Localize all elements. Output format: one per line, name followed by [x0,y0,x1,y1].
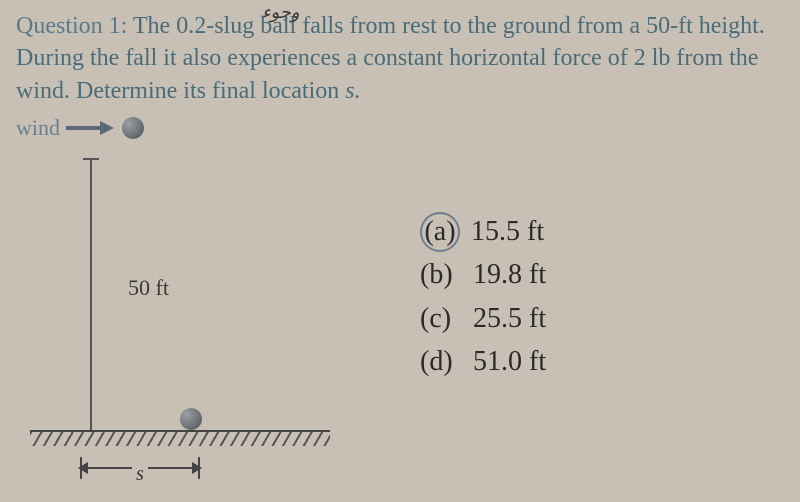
s-arrow-right-icon [192,462,202,474]
wind-indicator: wind [16,115,784,141]
answer-option-a: (a) 15.5 ft [420,210,546,253]
question-text: Question 1: The 0.2-slug ball falls from… [16,10,784,107]
wind-arrow-icon [66,121,116,135]
question-variable-s: s. [345,78,360,104]
height-label: 50 ft [128,275,169,301]
diagram: 50 ft s [20,160,340,490]
option-value-d: 51.0 ft [473,346,546,377]
option-key-a: (a) [420,212,460,252]
option-key-b: (b) [420,253,466,296]
ball-top-icon [122,117,144,139]
s-label: s [132,463,148,486]
answer-option-c: (c) 25.5 ft [420,297,546,340]
answer-option-b: (b) 19.8 ft [420,253,546,296]
answer-option-d: (d) 51.0 ft [420,340,546,383]
handwritten-annotation: وجوء [262,2,300,23]
question-body: The 0.2-slug ball falls from rest to the… [16,13,765,104]
question-label: Question 1: [16,13,127,39]
vertical-height-line [90,160,92,430]
s-arrow-left-icon [78,462,88,474]
s-dimension: s [80,455,200,485]
ball-bottom-icon [180,408,202,430]
ground-hatching [30,432,330,446]
option-value-a: 15.5 ft [471,216,544,247]
option-key-d: (d) [420,340,466,383]
answer-options: (a) 15.5 ft (b) 19.8 ft (c) 25.5 ft (d) … [420,210,546,384]
option-value-c: 25.5 ft [473,303,546,334]
wind-label: wind [16,115,60,141]
option-key-c: (c) [420,297,466,340]
option-value-b: 19.8 ft [473,259,546,290]
